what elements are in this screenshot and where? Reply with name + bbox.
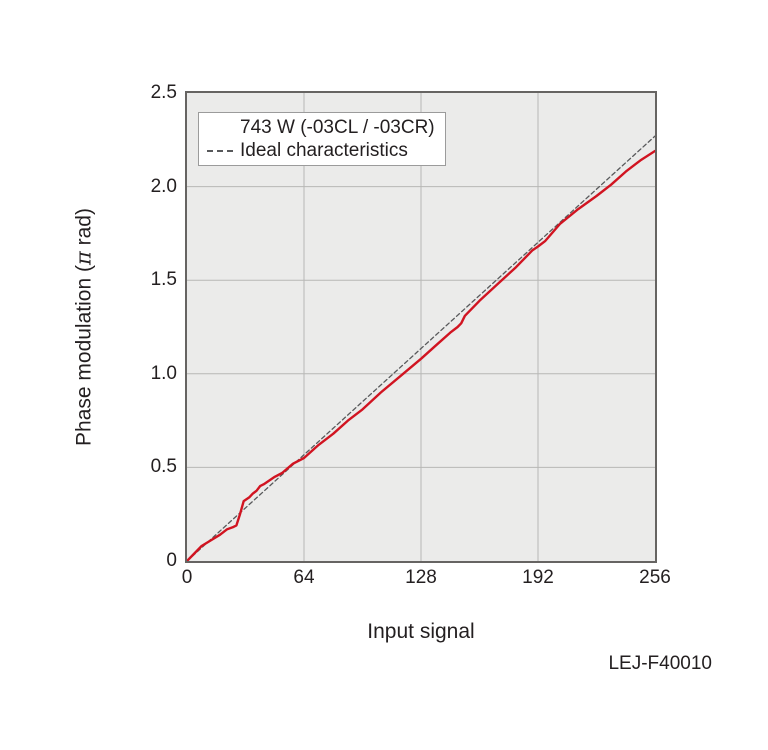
plot-svg xyxy=(187,93,655,561)
y-axis-title: Phase modulation (π rad) xyxy=(72,208,97,446)
pi-symbol: π xyxy=(71,251,96,266)
legend-row-measured: 743 W (-03CL / -03CR) xyxy=(207,117,437,138)
measured-line xyxy=(187,149,655,561)
y-tick-label: 0 xyxy=(166,550,177,571)
x-tick-label: 0 xyxy=(181,567,193,588)
ideal-line xyxy=(187,135,655,561)
y-tick-label: 0.5 xyxy=(150,456,177,478)
y-axis-title-unit: rad) xyxy=(72,208,96,252)
x-axis-title: Input signal xyxy=(367,620,475,643)
legend-box: 743 W (-03CL / -03CR) Ideal characterist… xyxy=(198,112,446,166)
plot-area xyxy=(185,91,657,563)
measured-line-swatch xyxy=(207,126,233,129)
ideal-line-swatch xyxy=(207,149,233,152)
x-tick-label: 256 xyxy=(639,567,671,588)
x-tick-label: 128 xyxy=(405,567,437,588)
x-tick-label: 192 xyxy=(522,567,554,588)
y-tick-label: 2.0 xyxy=(150,175,177,197)
legend-label-ideal: Ideal characteristics xyxy=(240,140,408,161)
y-tick-label: 1.5 xyxy=(150,269,177,291)
y-tick-label: 1.0 xyxy=(150,362,177,384)
legend-label-measured: 743 W (-03CL / -03CR) xyxy=(240,117,435,138)
y-tick-label: 2.5 xyxy=(150,82,177,103)
x-tick-label: 64 xyxy=(293,567,315,588)
figure-code-label: LEJ-F40010 xyxy=(608,653,712,674)
legend-row-ideal: Ideal characteristics xyxy=(207,140,437,161)
y-axis-title-text: Phase modulation ( xyxy=(72,265,96,446)
